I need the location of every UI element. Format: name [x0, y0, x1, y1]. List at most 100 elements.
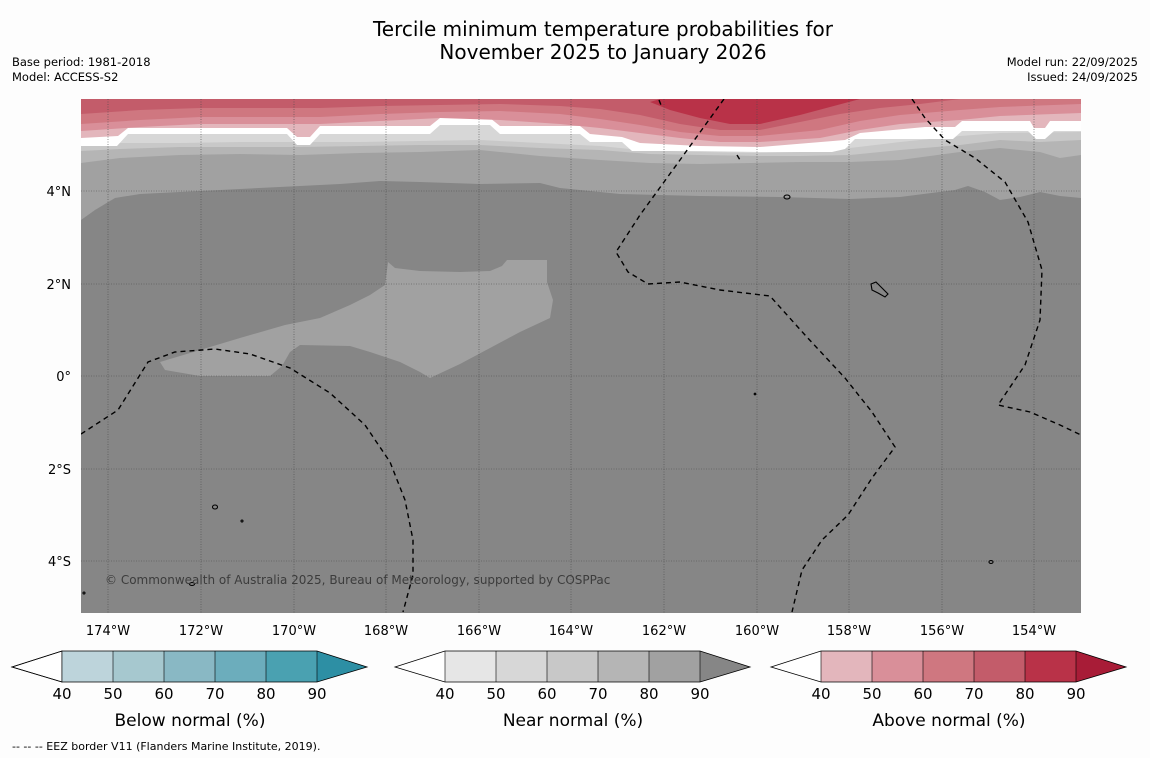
- legend-near-swatch-1: [445, 651, 496, 682]
- lon-label-162w: 162°W: [642, 624, 686, 639]
- lon-label-168w: 168°W: [364, 624, 408, 639]
- lat-label-4s: 4°S: [48, 555, 71, 570]
- lat-label-2n: 2°N: [47, 278, 72, 293]
- map-area: © Commonwealth of Australia 2025, Bureau…: [81, 99, 1081, 613]
- legend-near-tick: 70: [588, 685, 607, 703]
- legend-below-swatch-5: [266, 651, 317, 682]
- legend-above-dividers: [820, 651, 1077, 682]
- legend-below-tick: 80: [256, 685, 275, 703]
- islands: [82, 194, 994, 595]
- legend-below-swatch-1: [62, 651, 113, 682]
- lon-label-158w: 158°W: [827, 624, 871, 639]
- model-name: Model: ACCESS-S2: [12, 70, 119, 84]
- lat-label-4n: 4°N: [47, 185, 72, 200]
- legend-above-tick: 40: [811, 685, 830, 703]
- legend-near-tick: 80: [639, 685, 658, 703]
- legend-above-tick: 60: [913, 685, 932, 703]
- eez-border-central: [615, 99, 896, 613]
- title-line-2: November 2025 to January 2026: [439, 40, 767, 64]
- island: [988, 559, 994, 565]
- island: [82, 591, 86, 595]
- legend-below-normal: 40 50 60 70 80 90 Below normal (%): [10, 650, 369, 731]
- legend-near-swatch-4: [598, 651, 649, 682]
- legend-near-swatch-3: [547, 651, 598, 682]
- legend-above-normal: 40 50 60 70 80 90 Above normal (%): [769, 650, 1128, 731]
- title-line-1: Tercile minimum temperature probabilitie…: [372, 17, 834, 41]
- model-run: Model run: 22/09/2025: [1006, 55, 1138, 69]
- lon-label-156w: 156°W: [920, 624, 964, 639]
- legend-above-tick: 90: [1066, 685, 1085, 703]
- legend-above-ticks: 40 50 60 70 80 90: [811, 685, 1085, 703]
- lon-label-160w: 160°W: [735, 624, 779, 639]
- legend-below-dividers: [61, 651, 318, 682]
- near-normal-80-tongue: [160, 260, 553, 378]
- lon-label-166w: 166°W: [457, 624, 501, 639]
- eez-border-fragment: [658, 99, 662, 106]
- island: [783, 194, 791, 200]
- above-normal-80-band: [650, 99, 860, 124]
- legend-near-tick: 40: [435, 685, 454, 703]
- legend-below-tick: 90: [307, 685, 326, 703]
- lon-label-174w: 174°W: [86, 624, 130, 639]
- eez-border-west: [81, 348, 414, 613]
- eez-footnote: -- -- -- EEZ border V11 (Flanders Marine…: [12, 740, 321, 753]
- metadata-right: Model run: 22/09/2025 Issued: 24/09/2025: [1007, 55, 1138, 85]
- legend-near-dividers: [444, 651, 701, 682]
- metadata-left: Base period: 1981-2018 Model: ACCESS-S2: [12, 55, 151, 85]
- legend-near-swatch-6: [700, 651, 750, 682]
- legend-near-tick: 90: [690, 685, 709, 703]
- lat-label-2s: 2°S: [48, 463, 71, 478]
- island-atoll: [870, 281, 889, 298]
- longitude-labels: 174°W 172°W 170°W 168°W 166°W 164°W 162°…: [86, 624, 1056, 639]
- legend-below-tick: 60: [154, 685, 173, 703]
- issued-date: Issued: 24/09/2025: [1027, 70, 1138, 84]
- graticule: [81, 99, 1081, 613]
- legend-below-swatch-3: [164, 651, 215, 682]
- legend-near-tick: 50: [486, 685, 505, 703]
- legend-below-swatch-4: [215, 651, 266, 682]
- map-title: Tercile minimum temperature probabilitie…: [300, 18, 906, 64]
- legend-above-swatch-5: [1025, 651, 1076, 682]
- legend-near-swatch-5: [649, 651, 700, 682]
- eez-border-fragment-2: [736, 154, 741, 161]
- legend-above-tick: 80: [1015, 685, 1034, 703]
- legend-below-ticks: 40 50 60 70 80 90: [52, 685, 326, 703]
- lon-label-154w: 154°W: [1012, 624, 1056, 639]
- legend-near-tick: 60: [537, 685, 556, 703]
- lon-label-164w: 164°W: [549, 624, 593, 639]
- legend-above-swatch-1: [821, 651, 872, 682]
- legend-below-tick: 40: [52, 685, 71, 703]
- base-period: Base period: 1981-2018: [12, 55, 151, 69]
- legend-above-swatch-0: [771, 651, 821, 682]
- legend-below-tick: 50: [103, 685, 122, 703]
- island: [240, 519, 244, 523]
- legend-above-swatch-6: [1076, 651, 1126, 682]
- island: [188, 581, 196, 587]
- legend-near-normal: 40 50 60 70 80 90 Near normal (%): [393, 650, 752, 731]
- legend-below-swatch-2: [113, 651, 164, 682]
- legend-above-tick: 50: [862, 685, 881, 703]
- island: [211, 504, 219, 510]
- legend-above-swatch-3: [923, 651, 974, 682]
- lon-label-170w: 170°W: [272, 624, 316, 639]
- island: [753, 392, 757, 396]
- eez-borders: [81, 99, 1081, 613]
- legend-below-label: Below normal (%): [115, 711, 266, 731]
- legend-near-swatch-2: [496, 651, 547, 682]
- legend-near-swatch-0: [395, 651, 445, 682]
- legend-below-swatch-6: [317, 651, 367, 682]
- legend-near-label: Near normal (%): [503, 711, 643, 731]
- legend-near-ticks: 40 50 60 70 80 90: [435, 685, 709, 703]
- legend-above-swatch-2: [872, 651, 923, 682]
- eez-border-east: [911, 99, 1081, 436]
- legend-below-tick: 70: [205, 685, 224, 703]
- legend-above-label: Above normal (%): [872, 711, 1025, 731]
- latitude-labels: 4°N 2°N 0° 2°S 4°S: [47, 185, 72, 570]
- legend-above-swatch-4: [974, 651, 1025, 682]
- copyright-notice: © Commonwealth of Australia 2025, Bureau…: [105, 573, 610, 587]
- lon-label-172w: 172°W: [179, 624, 223, 639]
- legend-above-tick: 70: [964, 685, 983, 703]
- lat-label-0: 0°: [56, 370, 71, 385]
- legend-below-swatch-0: [10, 650, 63, 683]
